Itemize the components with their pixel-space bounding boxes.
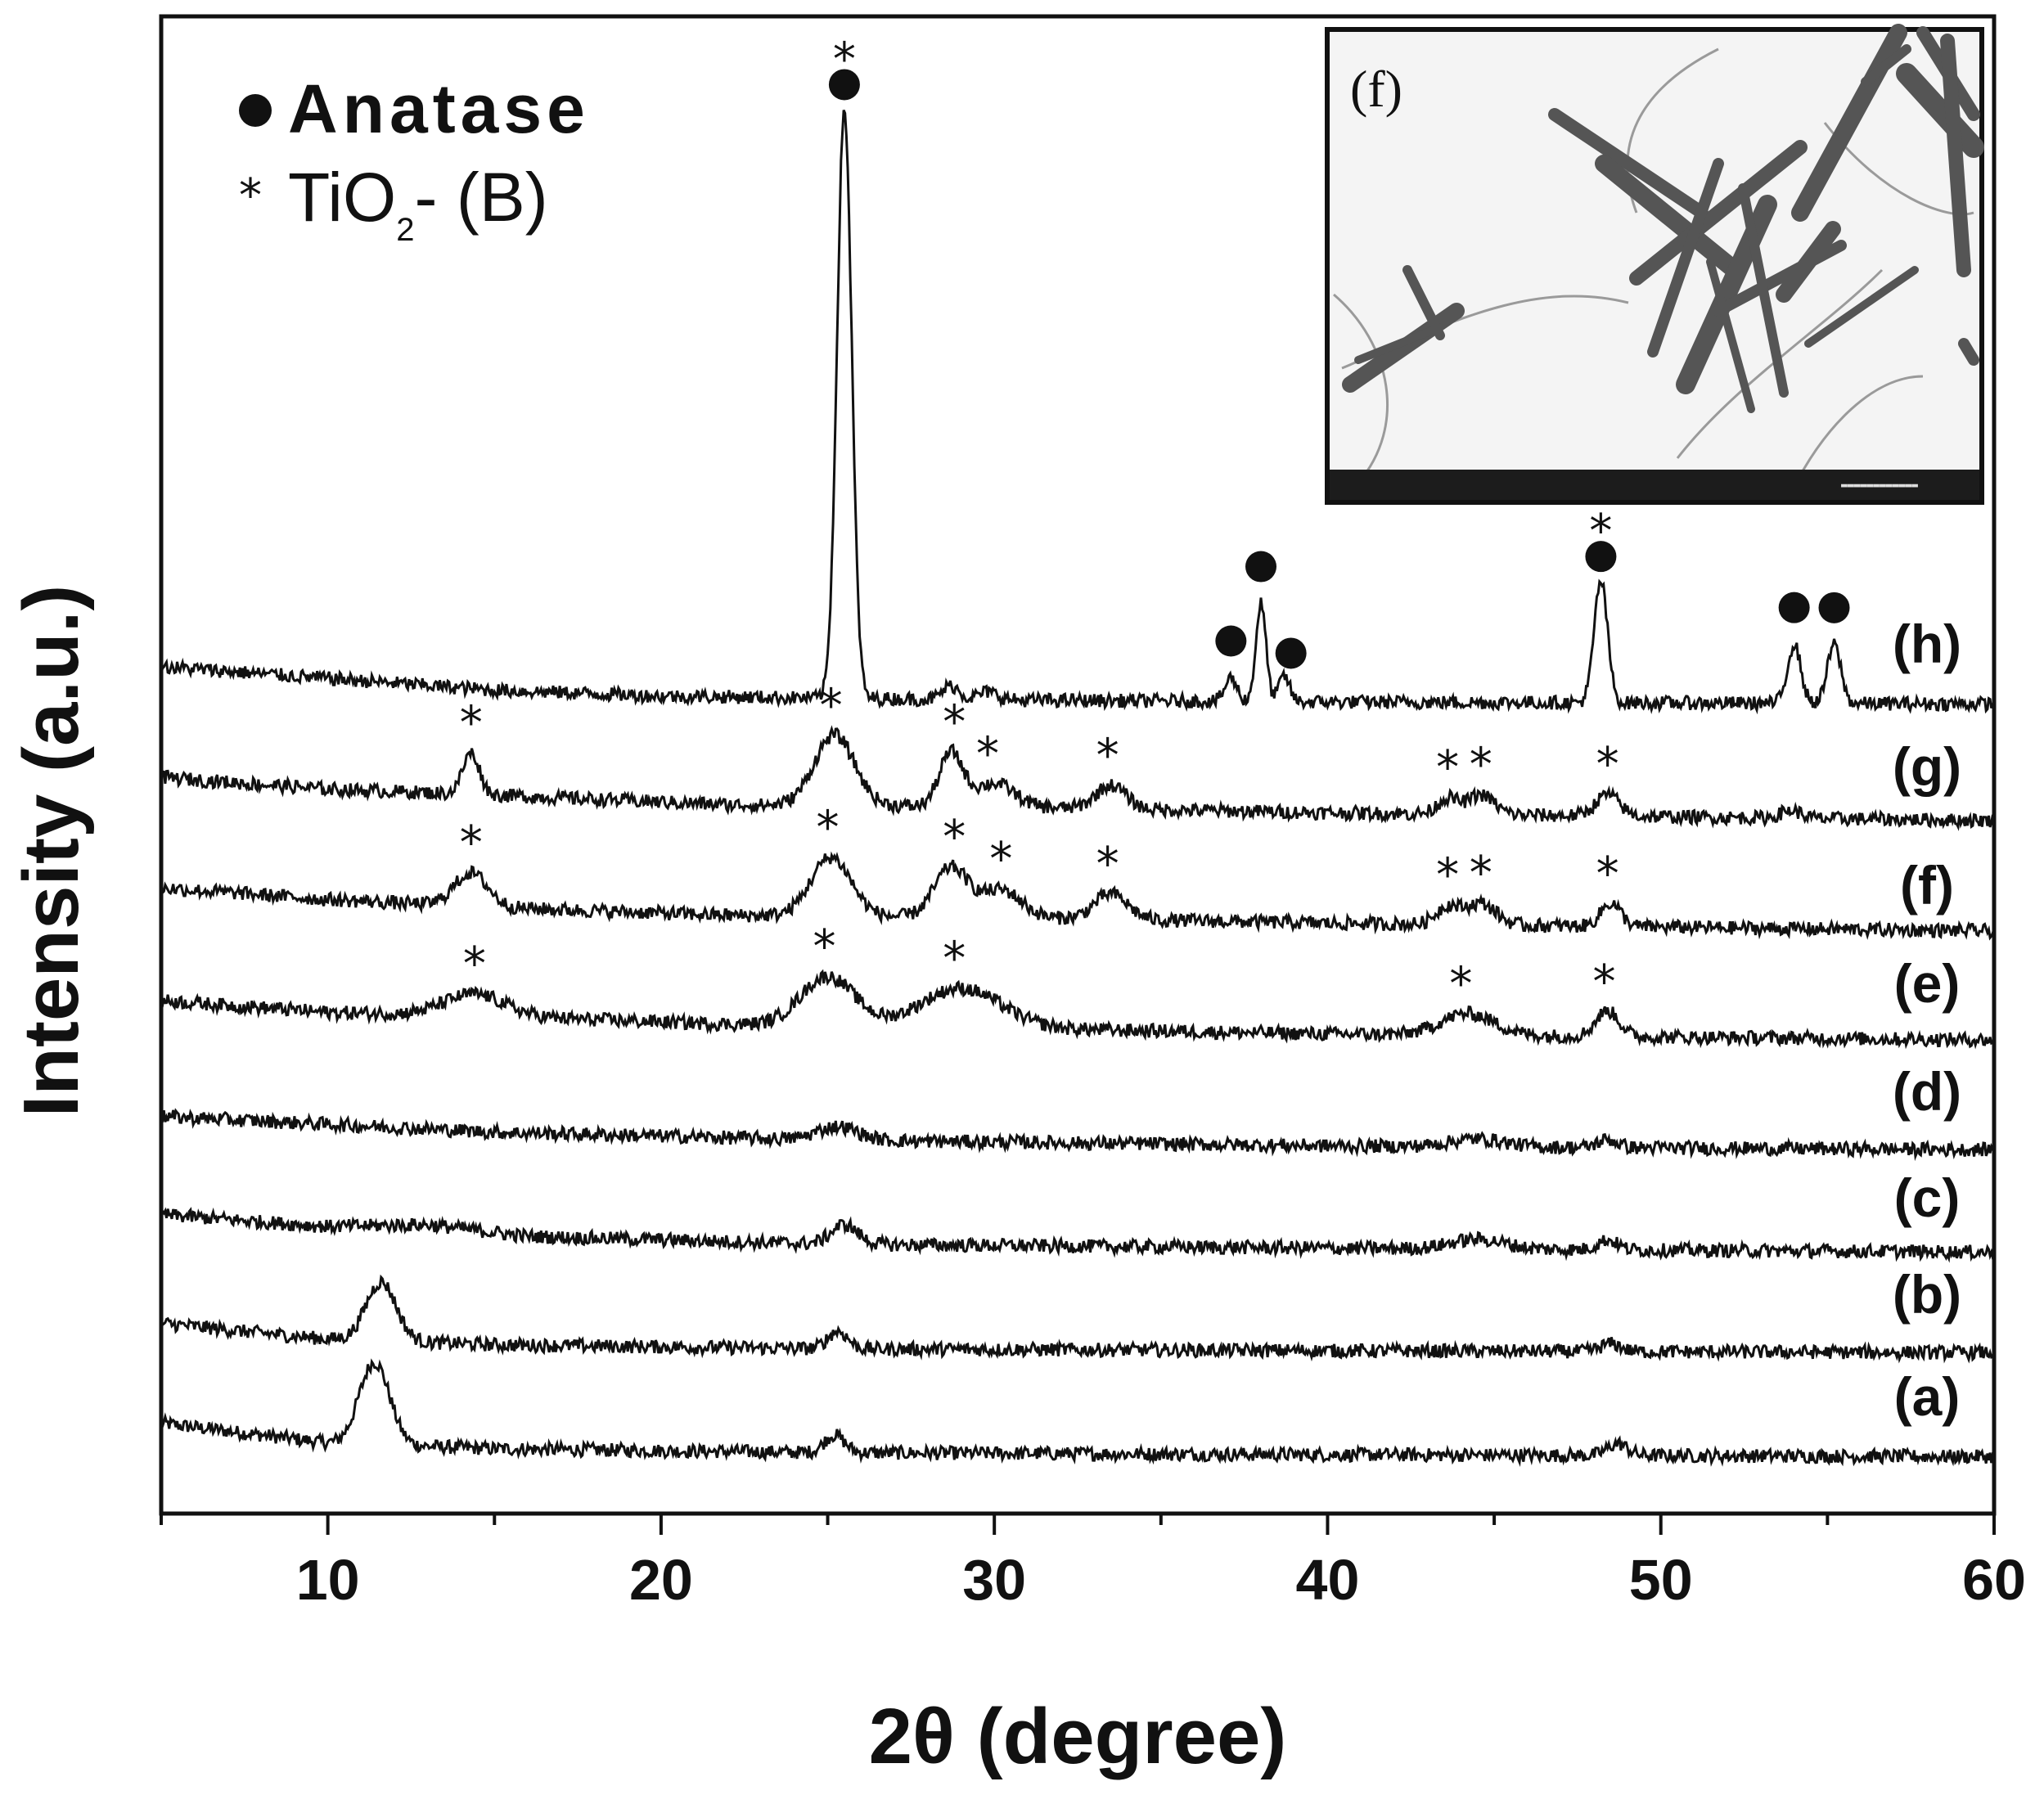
series-line-d xyxy=(160,1108,1996,1162)
inset-label: (f) xyxy=(1350,60,1402,118)
tio2b-peak-marker: * xyxy=(1436,741,1459,794)
series-label-a: (a) xyxy=(1894,1366,1961,1427)
tio2b-peak-marker: * xyxy=(1592,956,1615,1009)
series-label-layer: (a) (b) (c) (d) (e) (f) (g) (h) xyxy=(1893,614,1961,1427)
x-tick-label: 50 xyxy=(1629,1548,1693,1612)
tio2b-peak-marker: * xyxy=(1470,739,1492,792)
series-layer xyxy=(160,110,1996,1468)
anatase-peak-marker xyxy=(1585,541,1617,573)
tio2b-peak-marker: * xyxy=(1096,838,1119,891)
tio2b-peak-marker: * xyxy=(943,696,966,749)
anatase-peak-marker xyxy=(1275,637,1307,669)
series-label-g: (g) xyxy=(1893,736,1961,797)
tio2b-peak-marker: * xyxy=(820,680,843,733)
series-line-b xyxy=(160,1274,1996,1364)
legend-tio2b-marker: * xyxy=(239,169,262,223)
tio2b-peak-marker: * xyxy=(1596,738,1619,791)
legend-anatase-marker xyxy=(239,94,272,127)
anatase-peak-marker xyxy=(1778,592,1810,623)
x-axis-ticks: 10 20 30 40 50 60 xyxy=(160,1514,2026,1612)
tio2b-peak-marker: * xyxy=(976,727,999,781)
tio2b-peak-marker: * xyxy=(943,933,966,986)
tio2b-peak-marker: * xyxy=(813,920,835,974)
y-axis-title: Intensity (a.u.) xyxy=(7,585,95,1118)
tio2b-peak-marker: * xyxy=(1589,505,1612,558)
tio2b-peak-marker: * xyxy=(460,696,483,749)
series-line-c xyxy=(160,1207,1995,1263)
legend-tio2b-sub: 2 xyxy=(396,212,414,248)
tio2b-peak-marker: * xyxy=(943,811,966,864)
series-line-h xyxy=(160,110,1995,715)
series-label-c: (c) xyxy=(1894,1167,1961,1228)
tio2b-peak-marker: * xyxy=(833,33,856,86)
legend-tio2b-main: TiO xyxy=(288,159,396,236)
series-label-h: (h) xyxy=(1893,614,1961,674)
x-tick-label: 10 xyxy=(296,1548,360,1612)
tio2b-peak-marker: * xyxy=(817,802,840,855)
peak-marker-layer: * * * * ** * * * * * * ** * ** * * * *** xyxy=(460,33,1850,1011)
tio2b-peak-marker: * xyxy=(1449,958,1472,1011)
tio2b-peak-marker: * xyxy=(1096,730,1119,783)
x-tick-label: 40 xyxy=(1296,1548,1360,1612)
series-label-b: (b) xyxy=(1893,1264,1961,1325)
tio2b-peak-marker: * xyxy=(1470,847,1492,900)
tio2b-peak-marker: * xyxy=(1596,848,1619,901)
x-tick-label: 20 xyxy=(629,1548,693,1612)
legend-tio2b-tail: - (B) xyxy=(414,159,547,236)
anatase-peak-marker xyxy=(828,69,860,101)
series-line-g xyxy=(160,725,1996,831)
x-tick-label: 30 xyxy=(962,1548,1026,1612)
series-label-f: (f) xyxy=(1900,855,1954,915)
anatase-peak-marker xyxy=(1245,551,1276,583)
tio2b-peak-marker: * xyxy=(1436,848,1459,902)
inset-image: ▬▬▬▬▬▬▬▬▬▬▬▬ (f) xyxy=(1325,24,1984,505)
legend-tio2b-label: TiO2- (B) xyxy=(288,159,548,248)
series-line-f xyxy=(160,851,1996,941)
anatase-peak-marker xyxy=(1818,592,1850,623)
tio2b-peak-marker: * xyxy=(989,833,1012,886)
plot-frame xyxy=(159,14,1997,1516)
series-label-d: (d) xyxy=(1893,1061,1961,1122)
anatase-peak-marker xyxy=(1215,625,1247,657)
series-line-a xyxy=(160,1358,1995,1468)
legend: Anatase * TiO2- (B) xyxy=(239,70,590,248)
tio2b-peak-marker: * xyxy=(463,938,486,991)
series-line-e xyxy=(160,969,1996,1050)
x-axis-title: 2θ (degree) xyxy=(869,1693,1287,1780)
inset-info-bar xyxy=(1330,470,1979,500)
legend-anatase-label: Anatase xyxy=(288,70,590,147)
inset-nanowires xyxy=(1342,24,1984,413)
x-tick-label: 60 xyxy=(1962,1548,2026,1612)
inset-info-bar-scale: ▬▬▬▬▬▬▬▬▬▬▬▬ xyxy=(1841,479,1918,492)
series-label-e: (e) xyxy=(1894,953,1961,1014)
tio2b-peak-marker: * xyxy=(460,817,483,870)
